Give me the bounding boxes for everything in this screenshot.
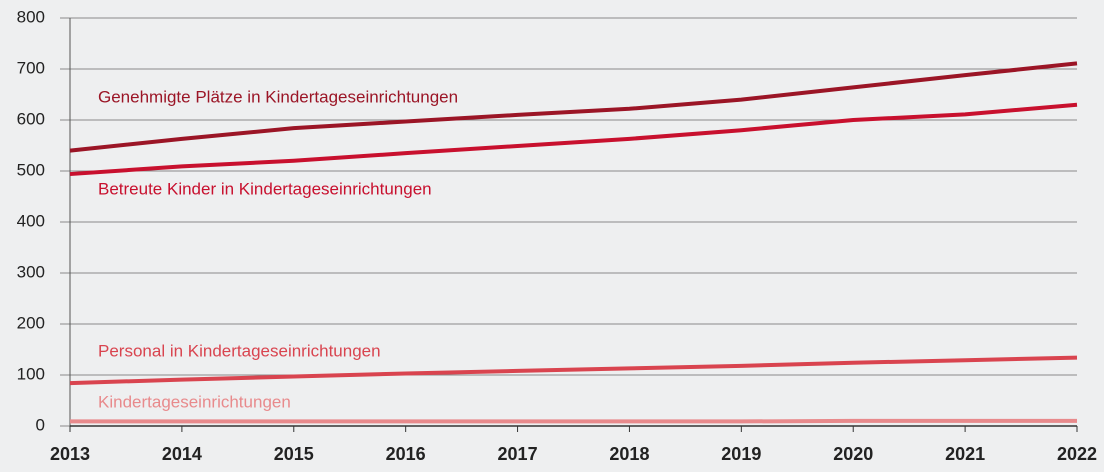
y-tick-label: 600 (17, 109, 45, 128)
y-tick-label: 100 (17, 364, 45, 383)
series-label: Kindertageseinrichtungen (98, 392, 291, 411)
y-tick-label: 500 (17, 160, 45, 179)
series-label: Betreute Kinder in Kindertageseinrichtun… (98, 179, 432, 198)
x-tick-label: 2016 (386, 444, 426, 464)
y-tick-label: 400 (17, 211, 45, 230)
y-tick-label: 700 (17, 58, 45, 77)
y-tick-label: 0 (36, 415, 45, 434)
x-tick-label: 2021 (945, 444, 985, 464)
x-tick-label: 2022 (1057, 444, 1097, 464)
x-tick-label: 2013 (50, 444, 90, 464)
x-tick-label: 2014 (162, 444, 202, 464)
series-label: Genehmigte Plätze in Kindertageseinricht… (98, 87, 458, 106)
series-label: Personal in Kindertageseinrichtungen (98, 341, 381, 360)
y-tick-label: 800 (17, 7, 45, 26)
line-series (69, 355, 1078, 386)
y-tick-label: 300 (17, 262, 45, 281)
x-tick-label: 2017 (498, 444, 538, 464)
x-tick-label: 2020 (833, 444, 873, 464)
line-series (69, 102, 1078, 177)
x-tick-label: 2019 (721, 444, 761, 464)
line-series (69, 61, 1078, 153)
line-series (70, 418, 1077, 424)
x-tick-label: 2018 (609, 444, 649, 464)
x-tick-label: 2015 (274, 444, 314, 464)
y-tick-label: 200 (17, 313, 45, 332)
